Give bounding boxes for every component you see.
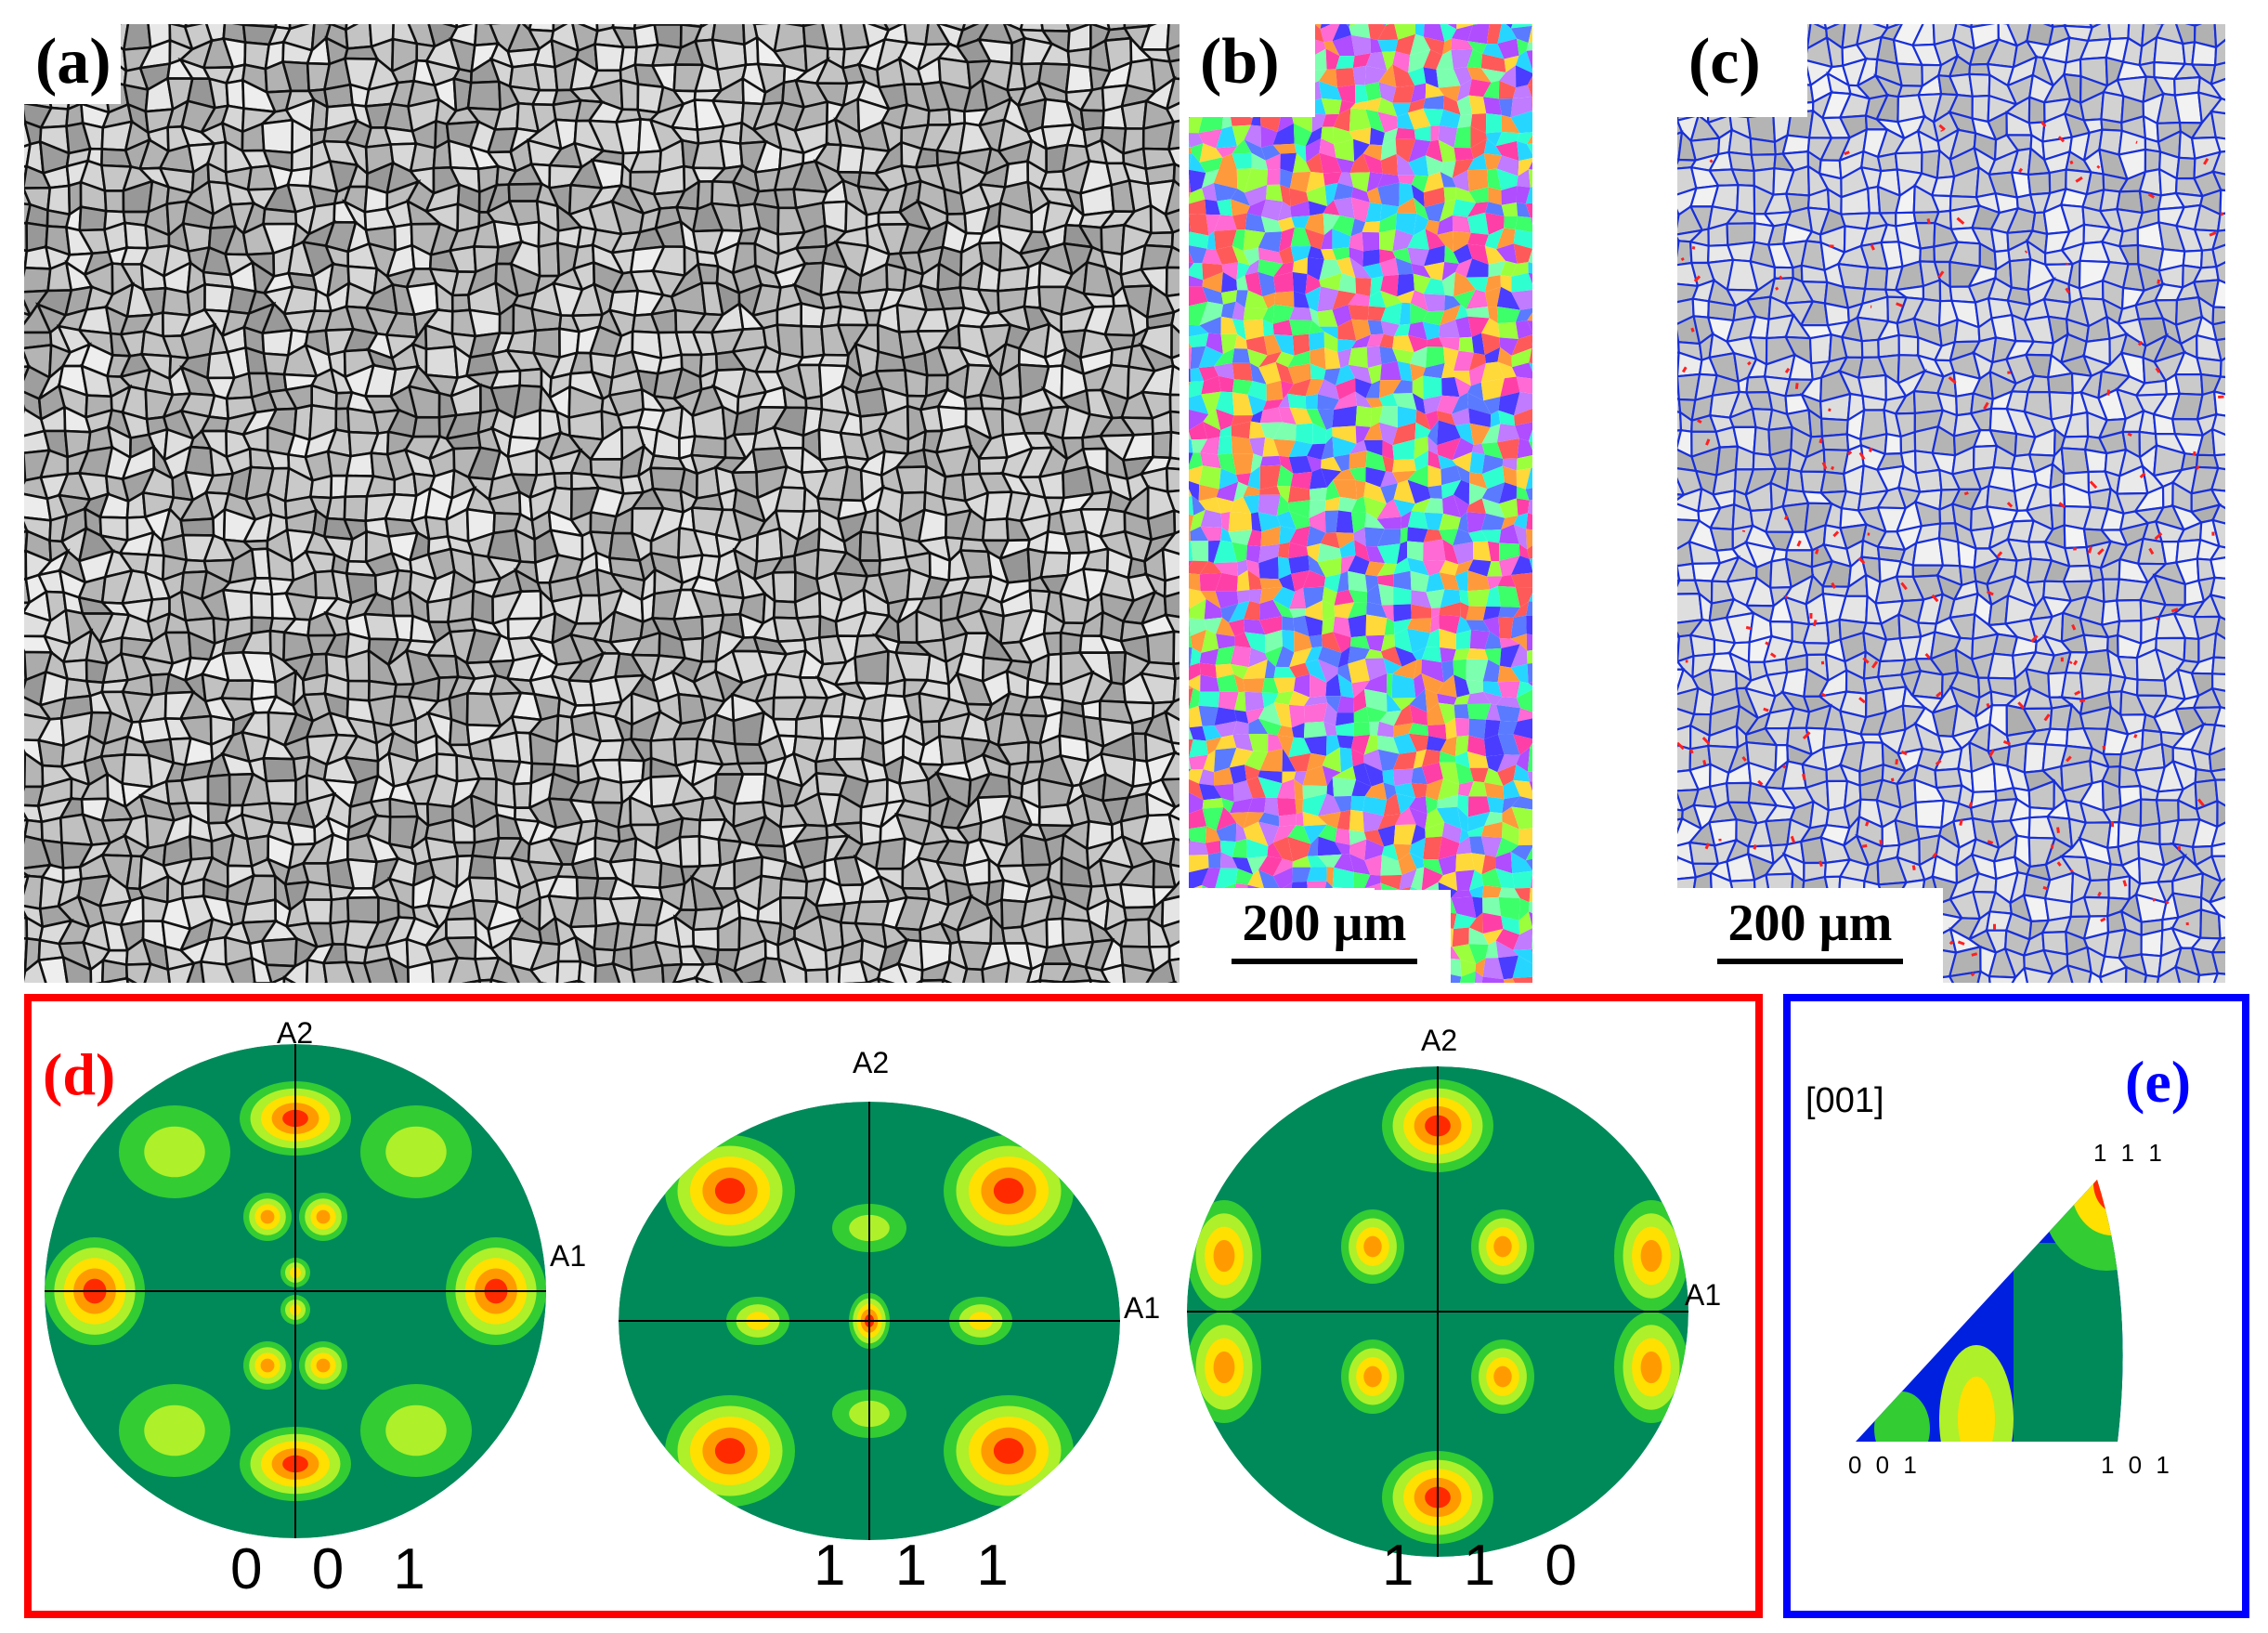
inverse-pole-figure-triangle — [1856, 1180, 2123, 1442]
panel-b-scale-line — [1232, 959, 1417, 964]
ipf-corner-101: 1 0 1 — [2101, 1451, 2173, 1479]
ipf-direction-label: [001] — [1805, 1081, 1884, 1120]
panel-e-label: (e) — [2125, 1049, 2192, 1115]
ipf-corner-001: 0 0 1 — [1848, 1451, 1921, 1479]
panel-c-scale-bar: 200 µm — [1677, 890, 1943, 983]
panel-a-grain-boundary-map — [24, 24, 1180, 983]
pf3-name: 1 1 0 — [1382, 1534, 1594, 1598]
panel-b-scale-text: 200 µm — [1242, 895, 1407, 952]
pf2-name: 1 1 1 — [814, 1534, 1025, 1598]
pf1-axis-x-label: A1 — [550, 1239, 587, 1273]
pf1-axis-y-label: A2 — [277, 1016, 314, 1050]
panel-b-scale-bar: 200 µm — [1198, 890, 1451, 983]
pole-figures-frame: (d) A2 A1 0 0 1 A2 A1 1 1 1 A2 A1 1 1 0 — [24, 994, 1763, 1618]
grain-boundary-image — [24, 24, 1180, 983]
panel-c-scale-line — [1717, 959, 1903, 964]
pole-figures-graphic — [45, 1044, 1688, 1557]
pf2-axis-x-label: A1 — [1124, 1291, 1161, 1325]
panel-b-label: (b) — [1189, 24, 1315, 117]
pf1-name: 0 0 1 — [230, 1537, 442, 1601]
boundary-map-image — [1677, 24, 2249, 983]
ipf-corner-111: 1 1 1 — [2093, 1139, 2166, 1167]
panel-b-orientation-map — [1189, 24, 1666, 983]
panel-c-label: (c) — [1677, 24, 1807, 117]
panel-c-boundary-map — [1677, 24, 2249, 983]
pf3-axis-x-label: A1 — [1685, 1278, 1722, 1312]
panel-a-label: (a) — [24, 24, 121, 104]
inverse-pole-figure-frame: [001] (e) 1 1 1 0 0 1 1 0 1 — [1783, 994, 2249, 1618]
pf3-axis-y-label: A2 — [1421, 1024, 1458, 1057]
panel-d-label: (d) — [43, 1041, 116, 1107]
panel-c-scale-text: 200 µm — [1727, 895, 1893, 952]
pf2-axis-y-label: A2 — [853, 1046, 890, 1079]
orientation-map-image — [1189, 24, 1666, 983]
